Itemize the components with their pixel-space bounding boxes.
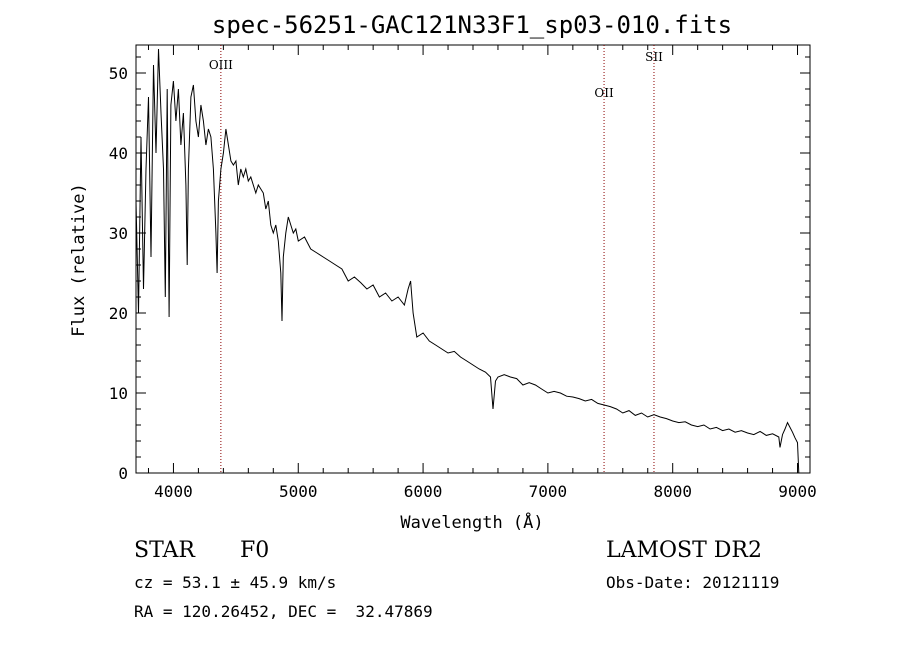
y-tick-label: 10 [109,384,128,403]
x-tick-label: 5000 [279,482,318,501]
emission-line-label: OII [594,86,614,100]
redshift-text: cz = 53.1 ± 45.9 km/s [134,573,337,592]
chart-title: spec-56251-GAC121N33F1_sp03-010.fits [212,11,732,39]
x-tick-label: 6000 [404,482,443,501]
y-axis-label: Flux (relative) [69,183,89,337]
spectrum-line [135,48,800,474]
x-tick-label: 7000 [529,482,568,501]
x-tick-label: 4000 [154,482,193,501]
y-tick-label: 50 [109,64,128,83]
x-tick-label: 9000 [778,482,817,501]
obs-date-text: Obs-Date: 20121119 [606,573,780,592]
emission-line-label: SII [645,50,663,64]
coordinates-text: RA = 120.26452, DEC = 32.47869 [134,602,433,621]
y-tick-label: 40 [109,144,128,163]
plot-frame [135,44,811,474]
survey-name: LAMOST DR2 [606,538,762,563]
emission-line-markers: OIII OII SII [209,45,663,473]
object-class: STAR [134,538,195,563]
x-tick-label: 8000 [653,482,692,501]
y-tick-label: 20 [109,304,128,323]
x-axis-label: Wavelength (Å) [400,511,543,533]
y-tick-label: 30 [109,224,128,243]
y-tick-label: 0 [118,464,128,483]
axis-ticks: 4000 5000 6000 7000 8000 9000 0 10 20 30 40 50 [109,45,817,501]
object-subclass: F0 [240,538,270,563]
emission-line-label: OIII [209,58,233,72]
